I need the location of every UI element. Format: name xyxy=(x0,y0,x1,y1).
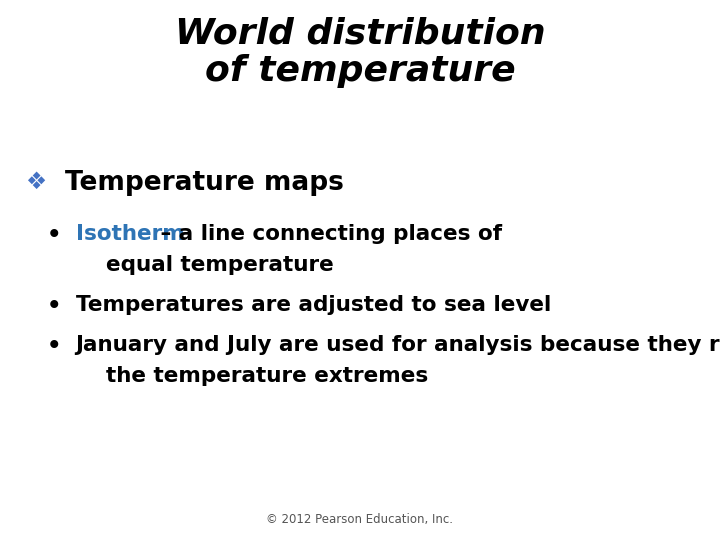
Text: Isotherm: Isotherm xyxy=(76,224,184,244)
Text: •: • xyxy=(47,335,61,358)
Text: ❖: ❖ xyxy=(25,170,46,194)
Text: © 2012 Pearson Education, Inc.: © 2012 Pearson Education, Inc. xyxy=(266,514,454,526)
Text: equal temperature: equal temperature xyxy=(76,255,333,275)
Text: •: • xyxy=(47,224,61,247)
Text: – a line connecting places of: – a line connecting places of xyxy=(153,224,502,244)
Text: World distribution
of temperature: World distribution of temperature xyxy=(175,16,545,88)
Text: the temperature extremes: the temperature extremes xyxy=(76,367,428,387)
Text: •: • xyxy=(47,295,61,318)
Text: Temperature maps: Temperature maps xyxy=(65,170,343,196)
Text: January and July are used for analysis because they represent: January and July are used for analysis b… xyxy=(76,335,720,355)
Text: Temperatures are adjusted to sea level: Temperatures are adjusted to sea level xyxy=(76,295,551,315)
